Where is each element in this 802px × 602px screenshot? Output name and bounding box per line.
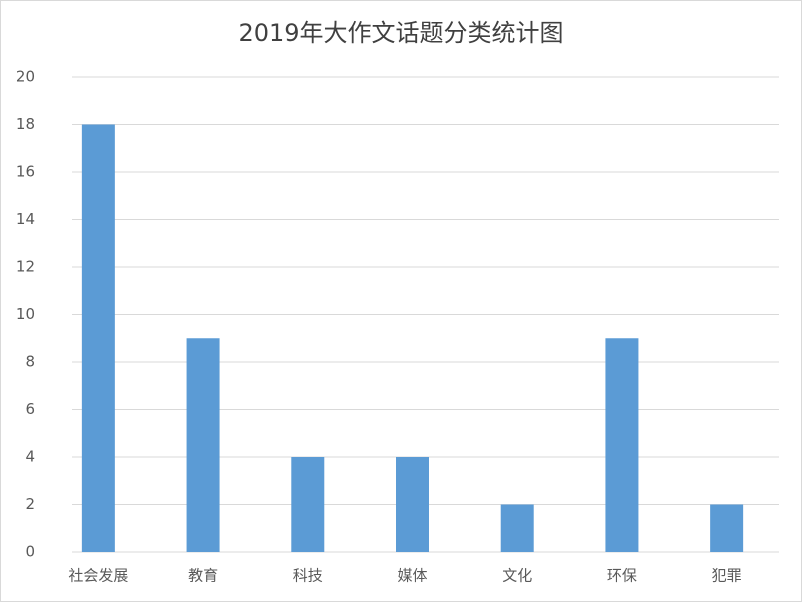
y-tick-label: 2 <box>25 495 35 513</box>
y-tick-label: 4 <box>25 448 35 466</box>
bar <box>605 338 639 552</box>
x-tick-label: 环保 <box>607 567 637 585</box>
bar <box>81 124 115 552</box>
y-tick-label: 0 <box>25 543 35 561</box>
bar <box>500 504 534 552</box>
bar <box>186 338 220 552</box>
bar <box>291 457 325 552</box>
x-tick-label: 教育 <box>188 567 218 585</box>
y-tick-label: 10 <box>16 305 35 323</box>
y-tick-label: 16 <box>16 163 35 181</box>
x-tick-label: 科技 <box>293 567 323 585</box>
chart-title: 2019年大作文话题分类统计图 <box>238 19 563 47</box>
y-tick-label: 18 <box>16 115 35 133</box>
y-tick-label: 6 <box>25 400 35 418</box>
bar <box>710 504 744 552</box>
bar <box>396 457 429 552</box>
y-tick-label: 8 <box>25 353 35 371</box>
y-tick-label: 12 <box>16 258 35 276</box>
x-tick-label: 社会发展 <box>68 567 128 585</box>
x-tick-label: 文化 <box>502 567 532 585</box>
x-tick-label: 犯罪 <box>712 567 742 585</box>
x-tick-label: 媒体 <box>397 567 427 585</box>
y-tick-label: 14 <box>16 210 35 228</box>
y-tick-label: 20 <box>16 68 35 86</box>
